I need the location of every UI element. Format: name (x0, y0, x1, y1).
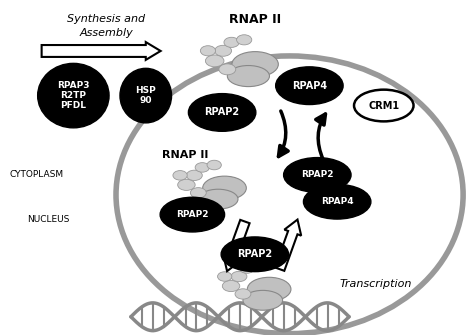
Ellipse shape (37, 64, 109, 128)
Ellipse shape (219, 64, 236, 75)
Ellipse shape (235, 289, 251, 299)
Ellipse shape (178, 179, 195, 191)
Ellipse shape (231, 271, 247, 282)
Ellipse shape (173, 171, 187, 180)
Ellipse shape (252, 261, 266, 271)
Ellipse shape (201, 46, 216, 56)
FancyArrow shape (223, 220, 250, 271)
Text: CYTOPLASM: CYTOPLASM (10, 170, 64, 179)
Ellipse shape (224, 37, 239, 47)
Ellipse shape (354, 90, 413, 121)
Ellipse shape (222, 281, 240, 292)
Ellipse shape (283, 158, 351, 192)
Ellipse shape (186, 170, 202, 180)
Ellipse shape (198, 189, 238, 209)
Ellipse shape (160, 197, 225, 232)
Ellipse shape (303, 184, 371, 219)
Text: RPAP2: RPAP2 (237, 249, 273, 259)
Text: RPAP2: RPAP2 (205, 108, 240, 118)
Ellipse shape (221, 237, 289, 271)
Ellipse shape (228, 66, 270, 87)
Text: Assembly: Assembly (79, 28, 133, 38)
Ellipse shape (232, 52, 278, 77)
Ellipse shape (120, 68, 172, 123)
Text: Synthesis and: Synthesis and (67, 14, 145, 24)
Ellipse shape (218, 272, 232, 281)
Text: RPAP3
R2TP
PFDL: RPAP3 R2TP PFDL (57, 81, 90, 110)
Ellipse shape (237, 35, 252, 45)
Text: RPAP4: RPAP4 (292, 81, 327, 91)
Ellipse shape (247, 277, 291, 301)
Ellipse shape (240, 264, 254, 273)
Text: RPAP2: RPAP2 (176, 210, 209, 219)
FancyArrow shape (275, 219, 301, 271)
Text: NUCLEUS: NUCLEUS (27, 215, 69, 224)
Ellipse shape (207, 160, 221, 170)
Text: RNAP II: RNAP II (162, 150, 209, 160)
Text: RPAP4: RPAP4 (321, 197, 354, 206)
Ellipse shape (243, 290, 283, 310)
Text: RNAP II: RNAP II (229, 13, 281, 26)
Text: Transcription: Transcription (339, 279, 411, 289)
Ellipse shape (203, 176, 246, 200)
Text: CRM1: CRM1 (368, 100, 399, 111)
Text: RPAP2: RPAP2 (301, 170, 334, 179)
Ellipse shape (195, 163, 210, 172)
Ellipse shape (188, 94, 256, 131)
Text: HSP
90: HSP 90 (136, 86, 156, 105)
Ellipse shape (276, 67, 343, 104)
Ellipse shape (205, 55, 224, 67)
Ellipse shape (191, 187, 206, 198)
FancyArrow shape (42, 42, 161, 60)
Ellipse shape (215, 45, 231, 56)
